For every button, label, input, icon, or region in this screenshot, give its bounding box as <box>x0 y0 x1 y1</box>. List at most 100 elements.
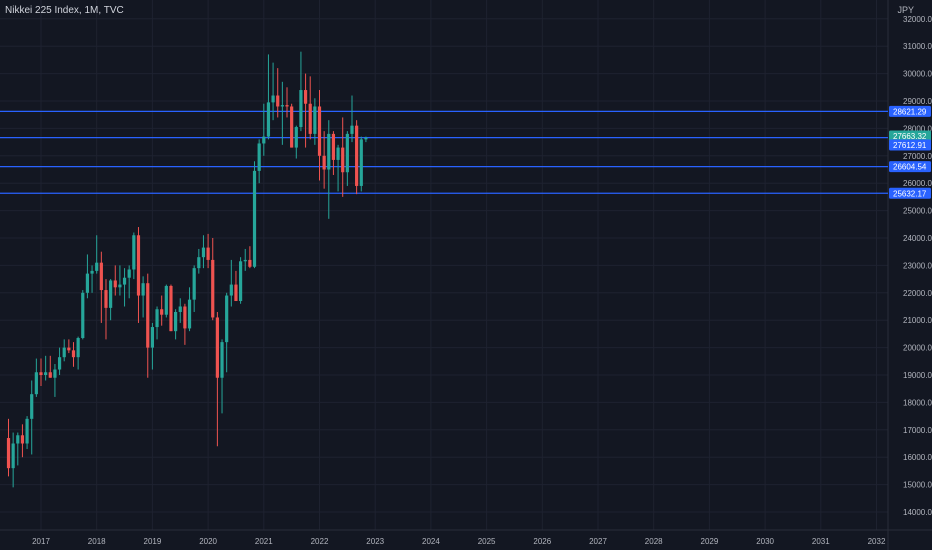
candle-body <box>197 257 201 269</box>
x-tick-label: 2030 <box>756 537 774 546</box>
candle-body <box>285 105 289 107</box>
candle-body <box>20 435 25 444</box>
candle-body <box>341 147 345 173</box>
candle-body <box>364 137 368 140</box>
candle-body <box>262 136 266 144</box>
candle-body <box>276 95 280 107</box>
price-tag <box>889 105 931 117</box>
x-tick-label: 2029 <box>701 537 719 546</box>
chart-title: Nikkei 225 Index, 1M, TVC <box>5 5 124 16</box>
x-tick-label: 2020 <box>199 537 217 546</box>
candle-body <box>201 247 206 258</box>
y-tick-label: 22000.00 <box>903 289 932 298</box>
candle-body <box>53 369 57 378</box>
candle-body <box>257 143 261 171</box>
time-axis[interactable]: 2017 2018 2019 2020 2021 2022 2023 2024 2025 2026… <box>32 537 886 546</box>
candle-body <box>252 170 257 267</box>
candle-body <box>303 90 308 104</box>
candle-body <box>122 277 127 285</box>
candle-body <box>146 283 150 348</box>
candle-body <box>220 342 224 378</box>
candle-body <box>67 347 71 351</box>
x-tick-label: 2017 <box>32 537 50 546</box>
candle-body <box>30 394 34 419</box>
candle-body <box>174 311 178 332</box>
candle-body <box>359 139 363 186</box>
y-tick-label: 18000.00 <box>903 398 932 407</box>
y-tick-label: 19000.00 <box>903 371 932 380</box>
x-tick-label: 2026 <box>533 537 551 546</box>
horizontal-level-lines <box>0 110 888 194</box>
candle-body <box>34 372 38 395</box>
x-tick-label: 2032 <box>868 537 886 546</box>
price-tag-label: 25632.17 <box>893 189 927 198</box>
price-tag <box>889 187 931 199</box>
candle-body <box>183 306 187 329</box>
candle-body <box>39 372 43 375</box>
candle-body <box>294 127 298 148</box>
candle-body <box>11 443 15 469</box>
candle-body <box>113 280 117 288</box>
candle-body <box>76 338 80 358</box>
candle-body <box>127 269 131 278</box>
candle-body <box>229 284 233 296</box>
candle-body <box>211 259 215 318</box>
x-tick-label: 2027 <box>589 537 607 546</box>
candle-body <box>48 372 52 378</box>
y-tick-label: 27000.00 <box>903 152 932 161</box>
candle-body <box>44 372 48 375</box>
candle-body <box>71 350 76 358</box>
y-tick-label: 29000.00 <box>903 97 932 106</box>
candle-body <box>308 103 312 134</box>
y-tick-label: 16000.00 <box>903 453 932 462</box>
candle-body <box>16 435 20 444</box>
candle-body <box>57 357 62 370</box>
candle-body <box>331 133 336 160</box>
candle-body <box>290 106 294 148</box>
candle-body <box>280 105 284 107</box>
y-tick-label: 30000.00 <box>903 70 932 79</box>
candle-body <box>350 125 354 134</box>
price-tag-label: 27663.32 <box>893 132 927 141</box>
price-axis[interactable]: 14000.00 15000.00 16000.00 17000.00 18000.00… <box>903 15 932 517</box>
candle-body <box>317 106 322 156</box>
candle-body <box>132 235 136 270</box>
y-tick-label: 26000.00 <box>903 179 932 188</box>
candle-body <box>238 261 243 302</box>
candle-body <box>327 133 331 170</box>
candle-body <box>225 295 229 343</box>
price-tag-label: 26604.54 <box>893 163 927 172</box>
y-tick-label: 28000.00 <box>903 124 932 133</box>
candle-body <box>313 106 317 134</box>
x-tick-label: 2025 <box>478 537 496 546</box>
y-tick-label: 21000.00 <box>903 316 932 325</box>
price-tag <box>889 161 931 173</box>
candle-body <box>243 259 247 262</box>
candle-body <box>90 270 94 274</box>
candle-body <box>322 155 326 170</box>
y-tick-label: 17000.00 <box>903 426 932 435</box>
price-tag-label: 28621.29 <box>893 107 927 116</box>
candle-body <box>336 147 340 160</box>
x-tick-label: 2028 <box>645 537 663 546</box>
y-tick-label: 32000.00 <box>903 15 932 24</box>
candle-body <box>271 95 275 103</box>
candle-body <box>192 268 196 300</box>
candle-body <box>109 280 113 308</box>
candle-body <box>248 259 252 267</box>
candle-body <box>62 347 66 358</box>
candle-body <box>136 235 141 296</box>
x-tick-label: 2021 <box>255 537 273 546</box>
y-tick-label: 14000.00 <box>903 508 932 517</box>
candle-body <box>160 309 164 315</box>
x-tick-label: 2022 <box>311 537 329 546</box>
candle-body <box>6 438 11 469</box>
candle-body <box>150 327 154 348</box>
price-tag-label: 27612.91 <box>893 141 927 150</box>
y-tick-label: 15000.00 <box>903 481 932 490</box>
candle-body <box>25 418 29 444</box>
candle-body <box>85 273 90 293</box>
